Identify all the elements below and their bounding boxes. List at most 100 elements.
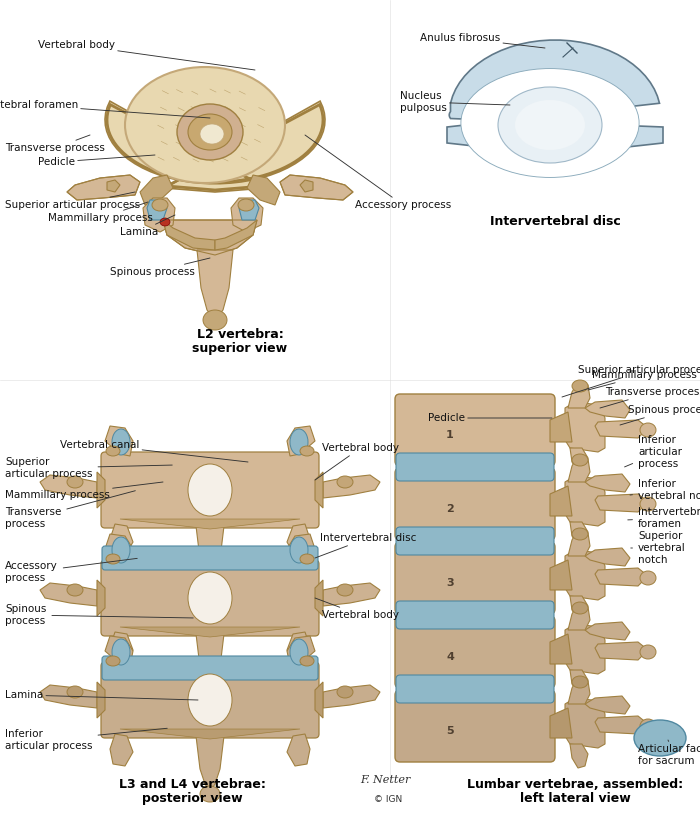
Polygon shape (143, 198, 175, 232)
Ellipse shape (160, 218, 170, 226)
Ellipse shape (112, 639, 130, 665)
Ellipse shape (300, 656, 314, 666)
Text: Lamina: Lamina (120, 215, 175, 237)
Ellipse shape (125, 67, 285, 183)
Text: Spinous process: Spinous process (110, 258, 210, 277)
Text: Spinous
process: Spinous process (5, 604, 193, 626)
Ellipse shape (67, 686, 83, 698)
Polygon shape (585, 622, 630, 640)
Text: L3 and L4 vertebrae:: L3 and L4 vertebrae: (118, 778, 265, 791)
Ellipse shape (337, 686, 353, 698)
Text: Superior articular process: Superior articular process (562, 365, 700, 397)
Text: 3: 3 (446, 578, 454, 588)
Ellipse shape (112, 429, 130, 455)
Ellipse shape (572, 602, 588, 614)
Polygon shape (97, 580, 105, 616)
Polygon shape (595, 494, 648, 512)
FancyBboxPatch shape (102, 656, 318, 680)
Polygon shape (570, 670, 588, 694)
Ellipse shape (200, 576, 220, 592)
Polygon shape (550, 486, 572, 516)
FancyBboxPatch shape (101, 560, 319, 636)
Polygon shape (315, 682, 323, 718)
Polygon shape (323, 685, 380, 708)
Ellipse shape (200, 124, 224, 144)
Ellipse shape (337, 584, 353, 596)
Ellipse shape (152, 199, 168, 211)
Polygon shape (570, 596, 588, 620)
Polygon shape (300, 180, 313, 192)
Ellipse shape (486, 84, 614, 162)
Polygon shape (595, 642, 648, 660)
Polygon shape (585, 696, 630, 714)
Ellipse shape (572, 380, 588, 392)
FancyBboxPatch shape (102, 546, 318, 570)
Ellipse shape (238, 199, 254, 211)
Ellipse shape (640, 719, 656, 733)
Ellipse shape (640, 423, 656, 437)
Ellipse shape (572, 528, 588, 540)
Text: Mammillary process: Mammillary process (588, 370, 697, 390)
Text: posterior view: posterior view (141, 792, 242, 805)
Ellipse shape (480, 80, 620, 165)
FancyBboxPatch shape (395, 468, 555, 540)
Polygon shape (287, 524, 310, 556)
Polygon shape (550, 560, 572, 590)
Text: left lateral view: left lateral view (519, 792, 631, 805)
Polygon shape (215, 220, 257, 250)
Polygon shape (40, 583, 97, 606)
Text: Vertebral body: Vertebral body (315, 443, 399, 480)
Ellipse shape (112, 537, 130, 563)
Ellipse shape (290, 639, 308, 665)
Polygon shape (239, 200, 259, 220)
Text: Lamina: Lamina (5, 690, 198, 700)
Polygon shape (105, 636, 133, 666)
Text: Mammillary process: Mammillary process (48, 202, 153, 223)
Polygon shape (323, 475, 380, 498)
Polygon shape (97, 472, 105, 508)
Ellipse shape (290, 429, 308, 455)
Ellipse shape (640, 645, 656, 659)
Polygon shape (585, 400, 630, 418)
Text: Superior articular process: Superior articular process (5, 192, 140, 210)
Polygon shape (570, 448, 588, 472)
Ellipse shape (106, 554, 120, 564)
Ellipse shape (177, 104, 243, 160)
Polygon shape (163, 220, 257, 255)
Polygon shape (105, 426, 133, 456)
Ellipse shape (300, 446, 314, 456)
Ellipse shape (634, 720, 686, 756)
Polygon shape (67, 175, 140, 200)
Text: Lumbar vertebrae, assembled:: Lumbar vertebrae, assembled: (467, 778, 683, 791)
Text: Pedicle: Pedicle (428, 413, 552, 423)
Ellipse shape (572, 676, 588, 688)
Polygon shape (40, 685, 97, 708)
Polygon shape (40, 475, 97, 498)
Polygon shape (570, 744, 588, 768)
Polygon shape (287, 534, 315, 564)
FancyBboxPatch shape (396, 675, 554, 703)
Polygon shape (585, 548, 630, 566)
Polygon shape (287, 426, 315, 456)
Ellipse shape (640, 497, 656, 511)
Text: Articular facet
for sacrum: Articular facet for sacrum (638, 740, 700, 766)
Text: Superior
vertebral
notch: Superior vertebral notch (631, 532, 686, 564)
Ellipse shape (337, 476, 353, 488)
Polygon shape (595, 716, 648, 734)
FancyBboxPatch shape (396, 601, 554, 629)
Polygon shape (595, 420, 648, 438)
Polygon shape (570, 522, 588, 546)
Text: Vertebral body: Vertebral body (38, 40, 255, 70)
Text: Intervertebral disc: Intervertebral disc (315, 533, 416, 558)
Text: 2: 2 (446, 504, 454, 514)
Polygon shape (287, 734, 310, 766)
Polygon shape (110, 632, 133, 664)
Ellipse shape (200, 786, 220, 802)
Ellipse shape (188, 114, 232, 150)
Polygon shape (231, 198, 263, 232)
Ellipse shape (572, 454, 588, 466)
Ellipse shape (492, 88, 608, 158)
Text: Vertebral foramen: Vertebral foramen (0, 100, 210, 118)
Polygon shape (120, 519, 300, 529)
Text: © IGN: © IGN (374, 795, 402, 805)
